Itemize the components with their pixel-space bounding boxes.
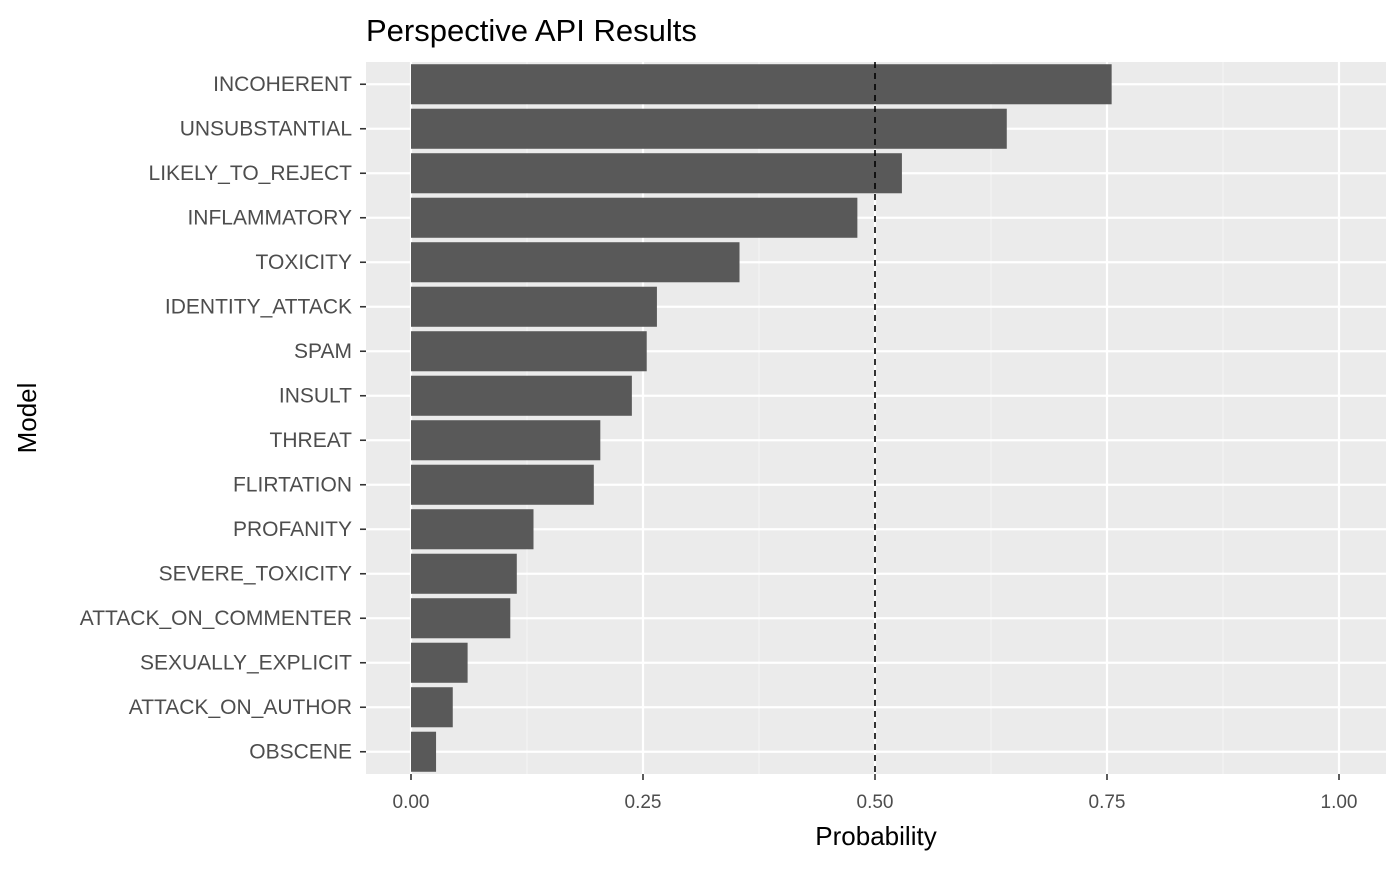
y-tick-label: SPAM [294, 340, 352, 363]
y-tick-label: INCOHERENT [213, 73, 352, 96]
bar-unsubstantial [411, 108, 1007, 149]
y-tick-label: THREAT [270, 429, 353, 452]
bar-flirtation [411, 464, 594, 505]
bar-attack-on-author [411, 687, 453, 728]
y-tick-label: UNSUBSTANTIAL [180, 117, 352, 140]
bar-threat [411, 420, 601, 461]
y-tick-label: INFLAMMATORY [187, 206, 352, 229]
y-axis: INCOHERENT UNSUBSTANTIAL LIKELY_TO_REJECT I… [80, 73, 366, 763]
x-tick-label: 0.00 [393, 792, 430, 813]
y-tick-label: PROFANITY [233, 518, 352, 541]
y-tick-label: TOXICITY [256, 251, 352, 274]
bar-profanity [411, 509, 534, 550]
bar-identity-attack [411, 286, 657, 327]
bar-severe-toxicity [411, 553, 517, 594]
y-tick-label: ATTACK_ON_AUTHOR [129, 696, 352, 719]
bar-incoherent [411, 64, 1112, 105]
y-tick-label: INSULT [279, 384, 352, 407]
y-tick-label: OBSCENE [249, 740, 352, 763]
y-tick-label: FLIRTATION [233, 473, 352, 496]
y-tick-label: LIKELY_TO_REJECT [149, 162, 353, 185]
x-tick-label: 0.50 [857, 792, 894, 813]
bar-inflammatory [411, 197, 858, 238]
x-axis: 0.00 0.25 0.50 0.75 1.00 [393, 774, 1358, 813]
bar-spam [411, 331, 647, 372]
y-tick-label: IDENTITY_ATTACK [165, 295, 352, 318]
y-tick-label: SEXUALLY_EXPLICIT [140, 651, 352, 674]
bar-sexually-explicit [411, 642, 468, 683]
x-tick-label: 0.25 [625, 792, 662, 813]
x-tick-label: 1.00 [1321, 792, 1358, 813]
y-tick-label: SEVERE_TOXICITY [159, 562, 352, 585]
y-tick-label: ATTACK_ON_COMMENTER [80, 607, 352, 630]
x-axis-title: Probability [815, 821, 936, 851]
chart-title: Perspective API Results [366, 13, 697, 48]
x-tick-label: 0.75 [1089, 792, 1126, 813]
y-axis-title: Model [12, 383, 42, 454]
bar-toxicity [411, 242, 740, 283]
bar-attack-on-commenter [411, 598, 511, 639]
bar-likely-to-reject [411, 153, 902, 194]
bar-insult [411, 375, 632, 416]
bar-obscene [411, 731, 437, 772]
bars-group [411, 64, 1112, 772]
